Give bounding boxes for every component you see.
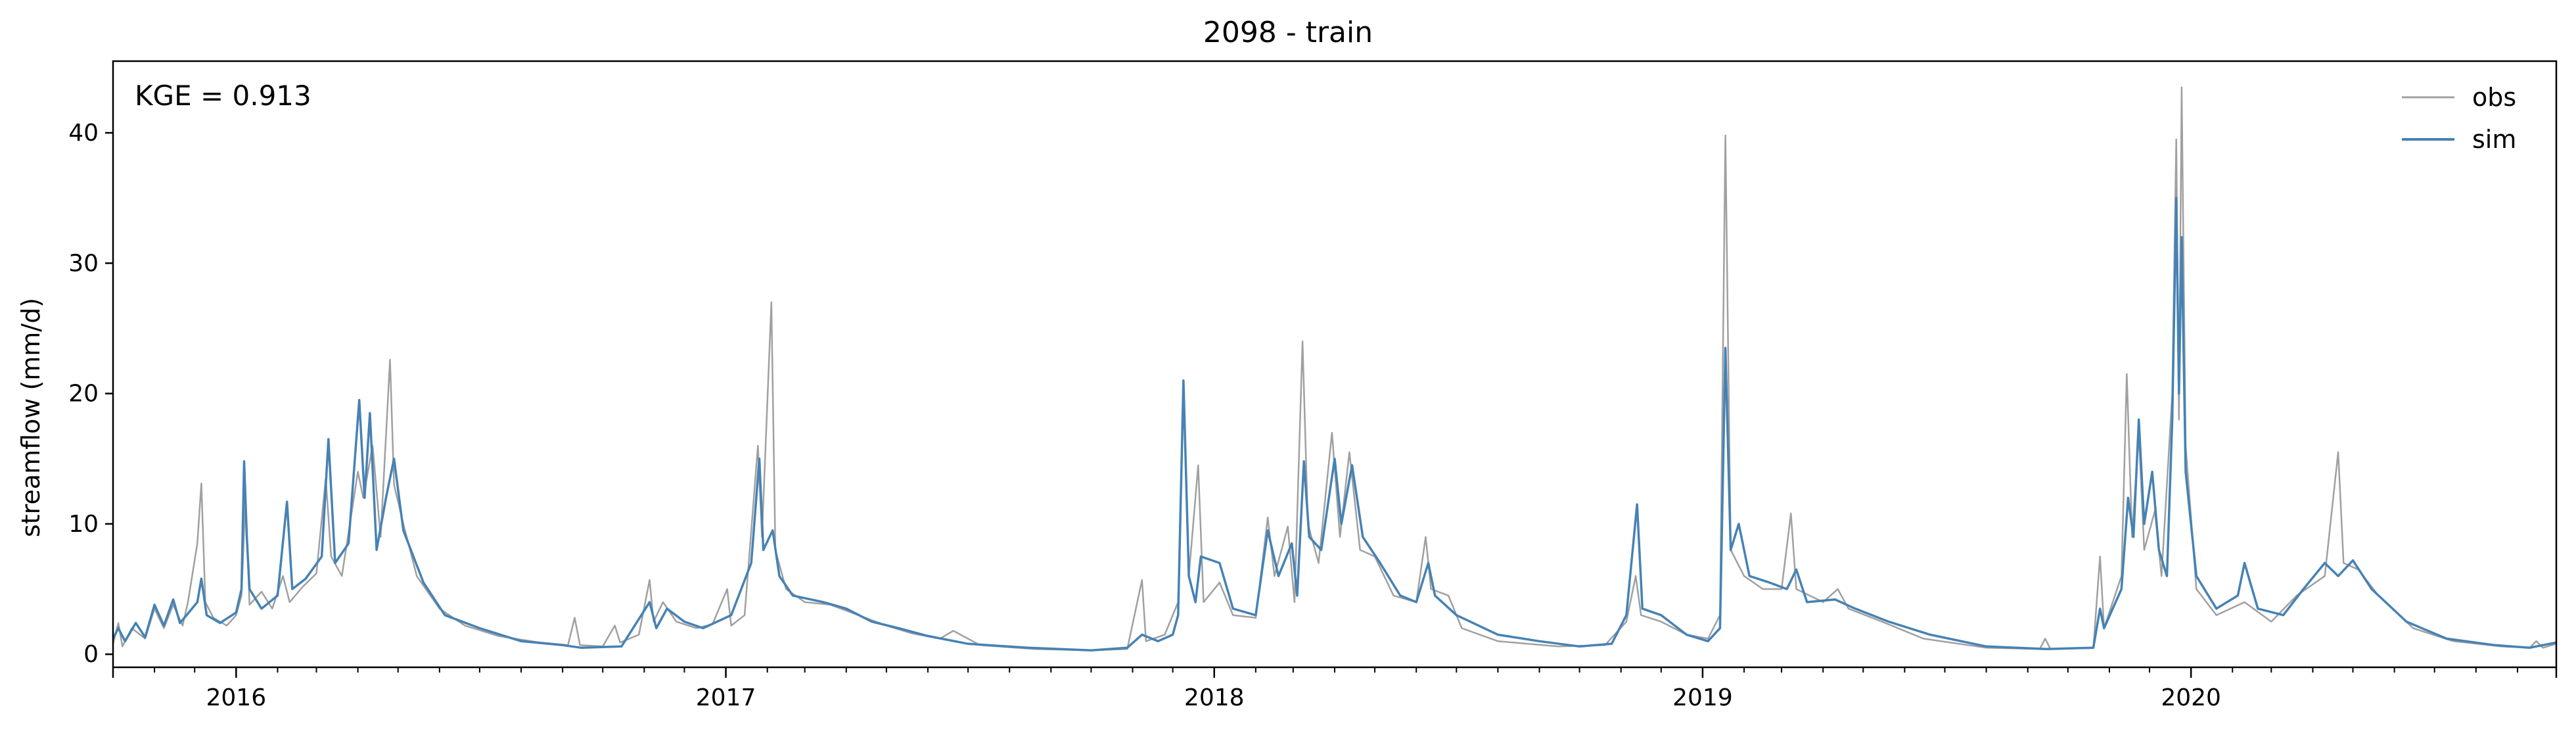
x-tick-label: 2016 xyxy=(206,684,267,711)
legend: obs sim xyxy=(2402,83,2516,154)
chart-title: 2098 - train xyxy=(1203,16,1373,49)
y-tick-label: 40 xyxy=(68,120,99,147)
y-axis-label: streamflow (mm/d) xyxy=(16,298,45,537)
y-tick-label: 0 xyxy=(83,641,99,668)
x-tick-label: 2020 xyxy=(2161,684,2221,711)
series-layer xyxy=(112,86,2557,652)
series-line-sim xyxy=(112,197,2557,652)
x-tick-label: 2017 xyxy=(696,684,756,711)
series-line-obs xyxy=(112,86,2557,652)
legend-label-sim: sim xyxy=(2472,125,2516,154)
plot-area xyxy=(112,60,2558,669)
x-axis-ticks: 2016 2017 2018 2019 2020 xyxy=(112,667,2558,711)
x-tick-label: 2019 xyxy=(1672,684,1733,711)
y-tick-label: 20 xyxy=(68,381,99,408)
kge-annotation: KGE = 0.913 xyxy=(135,80,311,112)
y-tick-label: 30 xyxy=(68,250,99,277)
y-tick-label: 10 xyxy=(68,511,99,538)
x-tick-label: 2018 xyxy=(1184,684,1245,711)
plot-frame xyxy=(112,60,2558,669)
y-axis-ticks: 0 10 20 30 40 xyxy=(68,120,113,668)
legend-label-obs: obs xyxy=(2472,83,2516,112)
